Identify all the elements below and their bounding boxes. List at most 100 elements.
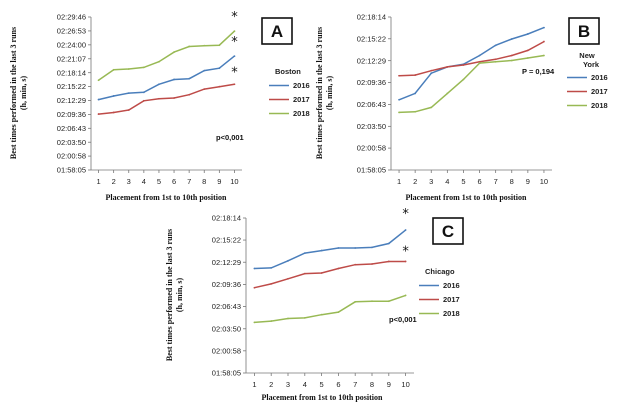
data-point-2018: [398, 111, 400, 114]
x-tick-label: 3: [286, 380, 290, 389]
y-tick-label: 02:24:00: [57, 40, 86, 49]
x-tick-label: 1: [397, 177, 401, 186]
data-point-2017: [510, 54, 513, 57]
y-tick-label: 02:18:14: [212, 214, 241, 223]
data-point-2018: [112, 68, 115, 71]
significance-star: *: [402, 207, 409, 222]
data-point-2018: [526, 57, 529, 59]
data-point-2016: [430, 72, 433, 75]
data-point-2016: [414, 92, 417, 95]
y-tick-label: 02:15:22: [212, 236, 241, 245]
x-tick-label: 1: [252, 380, 256, 389]
data-point-2016: [158, 83, 160, 86]
data-point-2017: [494, 58, 497, 61]
significance-star: *: [231, 10, 238, 25]
data-point-2018: [173, 51, 175, 53]
data-point-2017: [270, 282, 273, 285]
y-tick-label: 02:03:50: [57, 138, 86, 147]
series-line-2018: [98, 30, 235, 81]
x-tick-label: 8: [510, 177, 514, 186]
legend-entry: 2016: [293, 81, 310, 90]
data-point-2018: [188, 45, 191, 48]
data-point-2016: [320, 249, 323, 252]
data-point-2018: [127, 68, 130, 70]
x-tick-label: 7: [353, 380, 357, 389]
x-tick-label: 6: [336, 380, 340, 389]
x-tick-label: 4: [303, 380, 307, 389]
x-tick-label: 6: [172, 177, 176, 186]
x-tick-label: 6: [477, 177, 481, 186]
panel-label: C: [442, 222, 454, 241]
chart-panel-c: 01:58:05 02:00:58 02:03:50 02:06:43 02:09:36…: [165, 207, 464, 402]
data-point-2016: [510, 38, 513, 40]
data-point-2016: [371, 246, 373, 249]
legend-entry: 2016: [443, 281, 460, 290]
y-tick-label: 02:15:22: [357, 34, 386, 43]
data-point-2018: [387, 300, 390, 303]
legend-entry: 2018: [591, 101, 608, 110]
legend-title: Chicago: [425, 267, 455, 276]
data-point-2018: [270, 320, 273, 322]
data-point-2018: [494, 60, 497, 63]
chart-panel-b: 01:58:05 02:00:58 02:03:50 02:06:43 02:09:36…: [315, 13, 608, 202]
panel-label: A: [271, 22, 283, 41]
data-point-2017: [543, 40, 545, 43]
data-point-2016: [173, 78, 175, 81]
significance-star: *: [231, 35, 238, 50]
data-point-2016: [337, 247, 340, 249]
data-point-2017: [526, 49, 529, 52]
series-line-2016: [98, 55, 235, 101]
y-tick-label: 02:03:50: [357, 122, 386, 131]
legend-entry: 2017: [293, 95, 310, 104]
y-tick-label: 02:06:43: [57, 124, 86, 133]
y-tick-label: 01:58:05: [212, 369, 241, 378]
x-tick-label: 10: [401, 380, 409, 389]
data-point-2018: [478, 62, 481, 64]
data-point-2016: [218, 67, 221, 70]
data-point-2018: [414, 110, 417, 113]
data-point-2017: [398, 74, 400, 77]
legend-entry: 2018: [293, 109, 310, 118]
data-point-2016: [404, 229, 407, 231]
p-value-annotation: P = 0,194: [522, 67, 555, 76]
x-tick-label: 4: [142, 177, 146, 186]
legend-title: Boston: [275, 67, 301, 76]
data-point-2017: [320, 272, 323, 274]
significance-star: *: [402, 244, 409, 259]
x-tick-label: 9: [217, 177, 221, 186]
y-tick-label: 02:00:58: [357, 144, 386, 153]
data-point-2017: [371, 263, 373, 265]
data-point-2018: [510, 59, 513, 62]
p-value-annotation: p<0,001: [389, 315, 417, 324]
y-tick-label: 02:12:29: [57, 96, 86, 105]
y-tick-label: 02:00:58: [57, 152, 86, 161]
data-point-2017: [387, 260, 390, 263]
x-tick-label: 9: [387, 380, 391, 389]
data-point-2017: [462, 64, 465, 66]
data-point-2016: [543, 26, 545, 29]
data-point-2016: [142, 91, 145, 94]
y-axis-label-units: (h, min, s): [175, 278, 184, 313]
panel-label-box: [261, 17, 293, 45]
data-point-2016: [387, 242, 390, 245]
data-point-2017: [127, 109, 130, 111]
significance-star: *: [231, 65, 238, 80]
y-tick-label: 02:26:53: [57, 27, 86, 36]
x-axis-label: Placement from 1st to 10th position: [106, 193, 228, 202]
x-tick-label: 9: [526, 177, 530, 186]
data-point-2018: [371, 300, 373, 303]
series-line-2018: [399, 54, 545, 114]
data-point-2018: [303, 316, 306, 319]
x-tick-label: 2: [269, 380, 273, 389]
x-tick-label: 4: [445, 177, 449, 186]
x-tick-label: 1: [96, 177, 100, 186]
data-point-2017: [218, 85, 221, 88]
x-tick-label: 3: [429, 177, 433, 186]
x-tick-label: 10: [230, 177, 238, 186]
y-tick-label: 02:18:14: [357, 13, 386, 22]
legend-entry: 2016: [591, 73, 608, 82]
data-point-2018: [218, 44, 221, 47]
data-point-2017: [188, 93, 191, 96]
data-point-2017: [287, 277, 289, 280]
y-tick-label: 01:58:05: [57, 166, 86, 175]
